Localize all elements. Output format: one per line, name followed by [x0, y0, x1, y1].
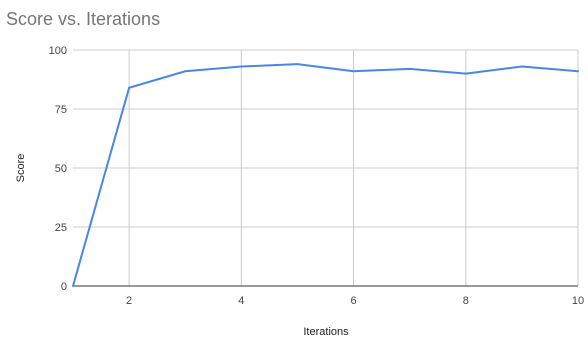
- series-layer: [72, 63, 579, 287]
- y-tick-label: 100: [49, 45, 67, 57]
- x-tick-label: 4: [238, 295, 244, 307]
- y-tick-label: 0: [61, 281, 67, 293]
- y-tick-label: 50: [55, 163, 67, 175]
- y-tick-label: 25: [55, 222, 67, 234]
- x-tick-label: 6: [350, 295, 356, 307]
- x-tick-label: 8: [463, 295, 469, 307]
- grid-lines: [73, 49, 579, 287]
- x-axis-label: Iterations: [303, 326, 349, 338]
- x-tick-label: 2: [126, 295, 132, 307]
- score-series-line: [72, 63, 579, 287]
- x-tick-label: 10: [572, 295, 584, 307]
- chart-title: Score vs. Iterations: [6, 9, 160, 29]
- y-tick-label: 75: [55, 104, 67, 116]
- y-axis-label: Score: [15, 154, 27, 183]
- x-axis-ticks: 2 4 6 8 10: [126, 295, 584, 307]
- y-axis-ticks: 0 25 50 75 100: [49, 45, 67, 293]
